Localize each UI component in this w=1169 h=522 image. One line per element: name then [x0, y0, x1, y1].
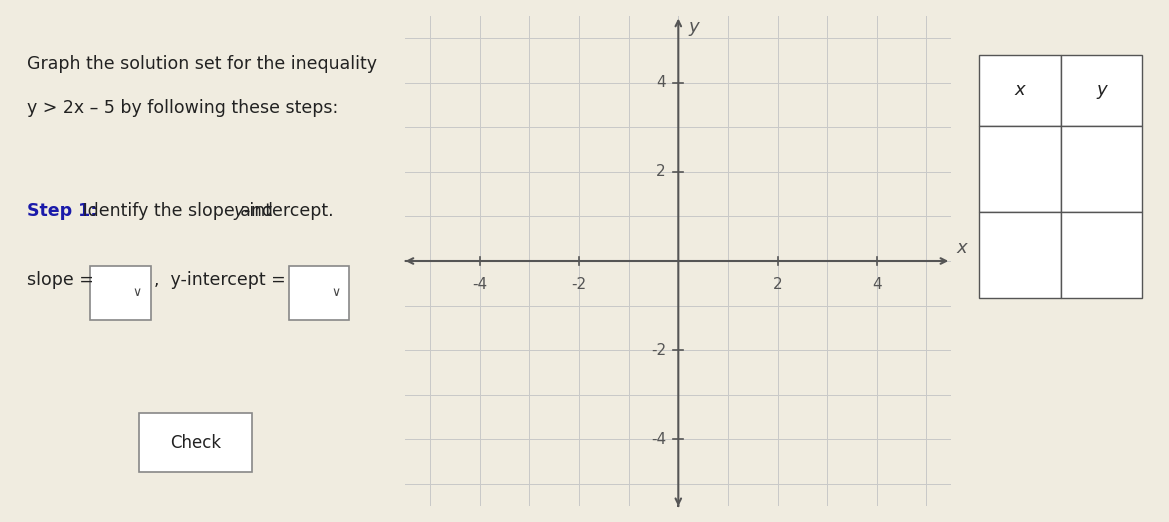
- Text: slope =: slope =: [27, 271, 99, 289]
- Bar: [1060, 55, 1142, 126]
- FancyBboxPatch shape: [139, 413, 251, 472]
- Text: x: x: [956, 239, 967, 257]
- Text: y > 2x – 5 by following these steps:: y > 2x – 5 by following these steps:: [27, 99, 338, 117]
- Bar: [1060, 126, 1142, 212]
- Text: Graph the solution set for the inequality: Graph the solution set for the inequalit…: [27, 55, 376, 73]
- Text: ∨: ∨: [133, 287, 141, 300]
- Text: x: x: [1015, 81, 1025, 99]
- Bar: [980, 55, 1060, 126]
- Text: -2: -2: [572, 277, 587, 292]
- Text: Identify the slope and: Identify the slope and: [77, 202, 279, 220]
- Text: ∨: ∨: [332, 287, 341, 300]
- FancyBboxPatch shape: [290, 266, 350, 320]
- Text: Step 1:: Step 1:: [27, 202, 97, 220]
- Text: -4: -4: [651, 432, 666, 447]
- Text: ,  y-intercept =: , y-intercept =: [154, 271, 291, 289]
- Bar: [1060, 212, 1142, 298]
- Bar: [980, 126, 1060, 212]
- Text: 2: 2: [656, 164, 666, 179]
- Text: -2: -2: [651, 343, 666, 358]
- Text: -intercept.: -intercept.: [243, 202, 334, 220]
- Text: y: y: [1097, 81, 1107, 99]
- Bar: [980, 212, 1060, 298]
- Text: -4: -4: [472, 277, 487, 292]
- Text: 4: 4: [656, 75, 666, 90]
- Text: y: y: [233, 202, 243, 220]
- Text: 4: 4: [872, 277, 881, 292]
- FancyBboxPatch shape: [90, 266, 151, 320]
- Text: 2: 2: [773, 277, 782, 292]
- Text: y: y: [689, 18, 699, 36]
- Text: Check: Check: [170, 434, 221, 452]
